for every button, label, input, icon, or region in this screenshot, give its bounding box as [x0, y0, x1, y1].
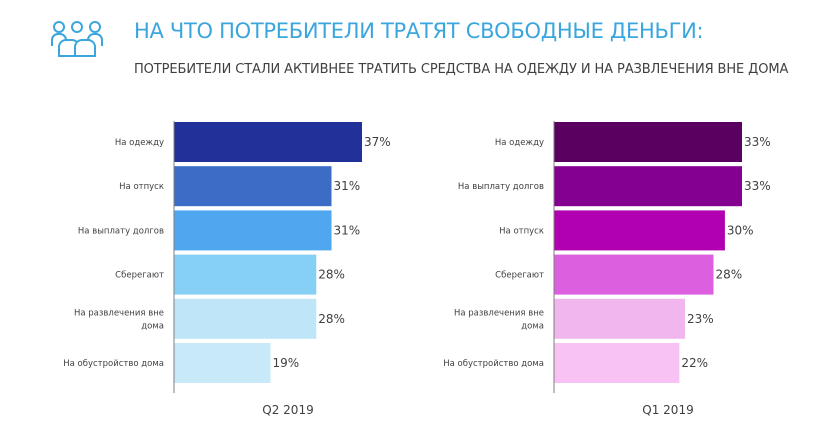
bar-q1-6 — [554, 343, 680, 383]
data-label-q1-4: 28% — [716, 268, 743, 282]
data-label-q2-2: 31% — [334, 179, 361, 193]
bar-q1-1 — [554, 122, 742, 162]
bar-q2-5 — [174, 298, 317, 339]
category-label-q2-6: На обустройство дома — [63, 359, 164, 369]
data-label-q1-1: 33% — [744, 135, 771, 149]
data-label-q1-3: 30% — [727, 223, 754, 237]
bar-q1-4 — [554, 254, 714, 295]
people-group-icon — [51, 21, 103, 57]
axis-title-q2: Q2 2019 — [262, 403, 313, 417]
data-label-q2-6: 19% — [273, 356, 300, 370]
category-label-q2-5: На развлечения вне дома — [74, 308, 164, 331]
category-label-q1-5: На развлечения вне дома — [454, 308, 544, 331]
bar-q2-2 — [174, 166, 332, 207]
bar-q2-3 — [174, 210, 332, 251]
category-label-q2-2: На отпуск — [119, 182, 164, 192]
category-label-q1-4: Сберегают — [495, 271, 544, 281]
category-label-q2-1: На одежду — [115, 138, 164, 148]
category-label-q2-4: Сберегают — [115, 271, 164, 281]
bar-q2-6 — [174, 343, 271, 383]
axis-title-q1: Q1 2019 — [642, 403, 693, 417]
category-label-q1-6: На обустройство дома — [443, 359, 544, 369]
category-label-q2-3: На выплату долгов — [78, 226, 164, 236]
page-subtitle: ПОТРЕБИТЕЛИ СТАЛИ АКТИВНЕЕ ТРАТИТЬ СРЕДС… — [134, 62, 789, 77]
data-label-q1-2: 33% — [744, 179, 771, 193]
data-label-q1-6: 22% — [681, 356, 708, 370]
category-label-q1-2: На выплату долгов — [458, 182, 544, 192]
bar-q1-2 — [554, 166, 742, 207]
bar-q2-1 — [174, 122, 362, 162]
bar-q2-4 — [174, 254, 317, 295]
category-label-q1-1: На одежду — [495, 138, 544, 148]
data-label-q2-3: 31% — [334, 223, 361, 237]
bar-q1-5 — [554, 298, 686, 339]
category-label-q1-3: На отпуск — [499, 226, 544, 236]
data-label-q2-4: 28% — [318, 268, 345, 282]
bar-q1-3 — [554, 210, 725, 251]
data-label-q1-5: 23% — [687, 312, 714, 326]
data-label-q2-5: 28% — [318, 312, 345, 326]
page-title: НА ЧТО ПОТРЕБИТЕЛИ ТРАТЯТ СВОБОДНЫЕ ДЕНЬ… — [134, 19, 704, 43]
data-label-q2-1: 37% — [364, 135, 391, 149]
